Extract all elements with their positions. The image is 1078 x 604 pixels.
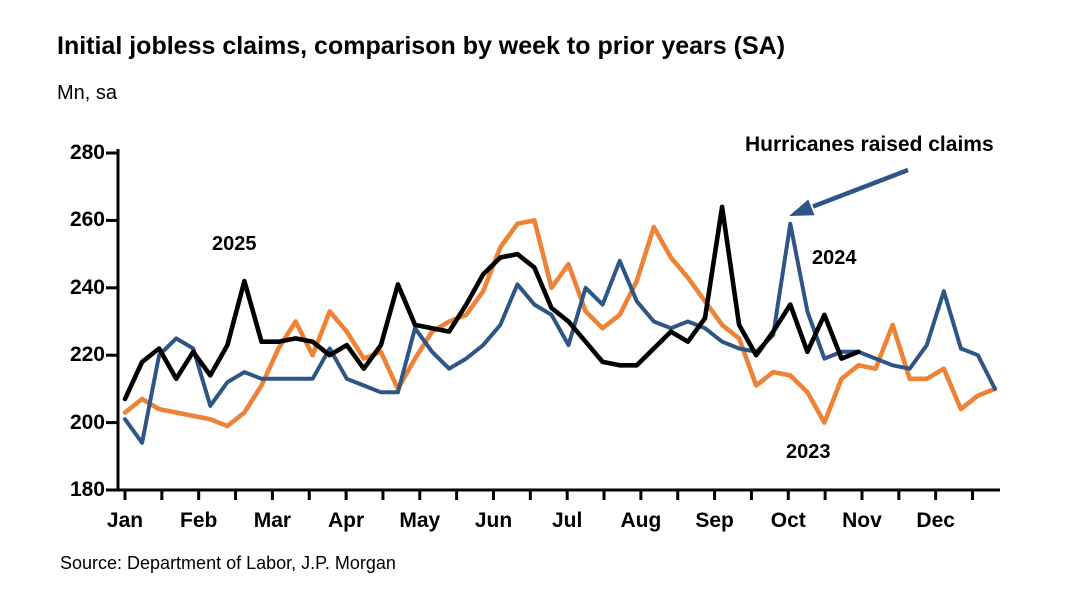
x-tick-label-apr: Apr bbox=[327, 509, 365, 532]
y-tick-label: 220 bbox=[69, 343, 105, 367]
series-2023-line bbox=[122, 218, 998, 429]
hurricane-annotation-text: Hurricanes raised claims bbox=[745, 133, 994, 156]
chart-units-label: Mn, sa bbox=[57, 82, 118, 104]
y-tick-label: 180 bbox=[69, 478, 105, 501]
source-note: Source: Department of Labor, J.P. Morgan bbox=[60, 553, 396, 573]
x-tick-label-jan: Jan bbox=[106, 509, 144, 532]
y-tick-label: 260 bbox=[69, 208, 105, 232]
x-tick-label-mar: Mar bbox=[253, 509, 292, 532]
x-tick-label-jun: Jun bbox=[474, 509, 513, 532]
y-tick-label: 240 bbox=[69, 275, 105, 299]
series-2025-line bbox=[122, 204, 861, 402]
x-tick-label-aug: Aug bbox=[620, 509, 662, 532]
x-tick-label-sep: Sep bbox=[695, 509, 734, 532]
series-label-2023: 2023 bbox=[786, 441, 831, 463]
series-2024-line bbox=[123, 221, 997, 445]
hurricane-arrow-shaft bbox=[812, 167, 909, 209]
x-tick-label-nov: Nov bbox=[842, 509, 882, 532]
series-label-2025: 2025 bbox=[212, 233, 257, 255]
hurricane-arrow-head bbox=[789, 199, 815, 216]
x-tick-label-dec: Dec bbox=[916, 509, 955, 532]
x-tick-label-feb: Feb bbox=[180, 509, 218, 532]
x-tick-label-oct: Oct bbox=[770, 509, 806, 532]
x-tick-label-may: May bbox=[399, 509, 441, 532]
series-label-2024: 2024 bbox=[812, 247, 857, 269]
y-tick-label: 200 bbox=[69, 410, 105, 434]
chart-title: Initial jobless claims, comparison by we… bbox=[57, 32, 786, 60]
y-tick-label: 280 bbox=[69, 141, 105, 164]
x-tick-label-jul: Jul bbox=[552, 509, 583, 532]
